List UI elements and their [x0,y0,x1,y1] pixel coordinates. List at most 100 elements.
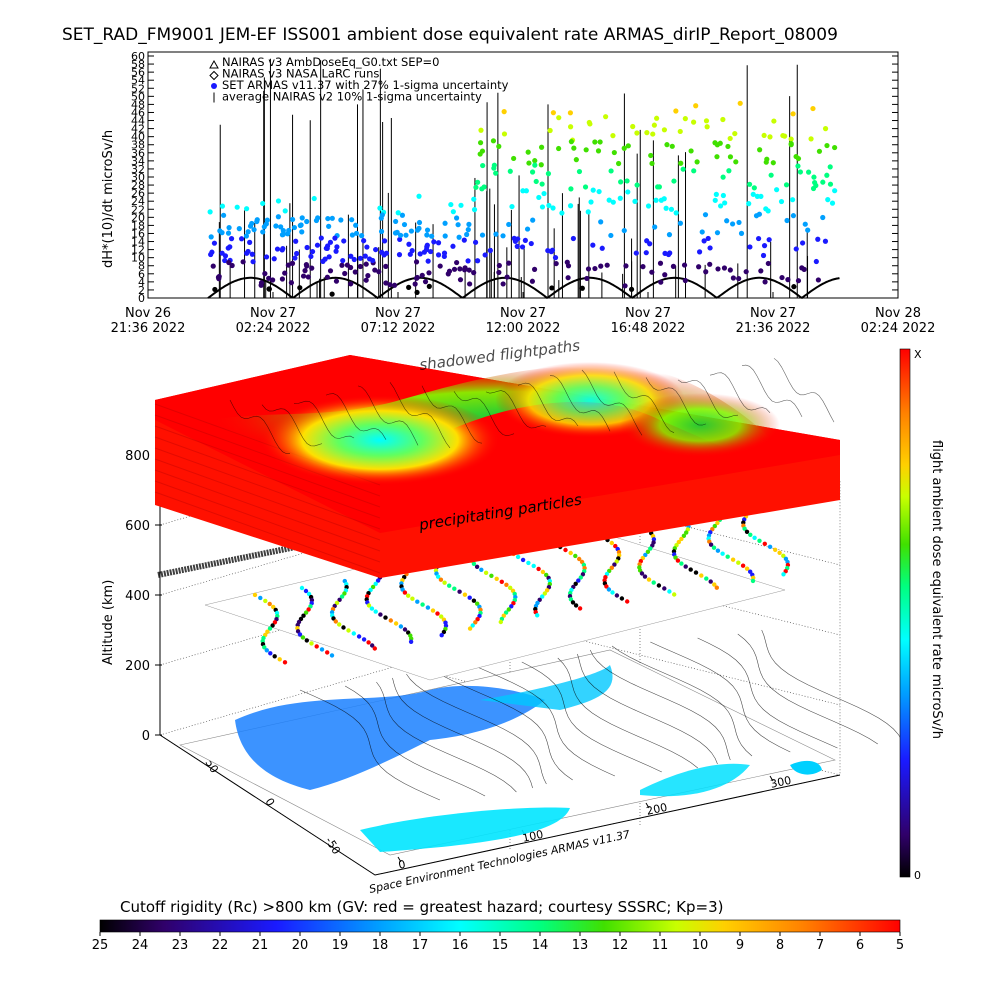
armas-point [829,200,836,206]
armas-point [757,147,763,153]
armas-point [820,179,826,185]
colorbar-tick-label: 5 [896,938,904,953]
armas-point [532,158,538,164]
armas-point [618,179,624,185]
armas-point [280,228,286,234]
armas-point [285,231,291,237]
armas-point [363,277,369,283]
x-tick-label-time: 21:36 2022 [111,321,186,336]
armas-point [567,203,574,209]
armas-point [714,142,720,148]
x-tick-label-time: 02:24 2022 [236,321,311,336]
armas-point [423,247,430,253]
right-colorbar-bottom: 0 [914,869,921,882]
armas-point [445,271,451,277]
armas-point [707,261,713,267]
armas-point [472,239,479,245]
armas-point [699,229,705,235]
armas-point [304,244,310,251]
armas-point [262,271,268,277]
armas-point [326,223,332,229]
armas-point [625,189,631,195]
bottom-colorbar: Cutoff rigidity (Rc) >800 km (GV: red = … [92,898,904,953]
legend-marker-triangle [209,59,219,69]
armas-point [682,277,688,284]
armas-point [282,270,288,276]
armas-point [611,149,617,156]
armas-point [730,275,736,281]
colorbar-tick-label: 11 [652,938,669,953]
armas-point [813,258,819,265]
armas-point [824,142,830,149]
armas-point [791,284,797,290]
armas-point [727,135,733,142]
armas-point [279,276,286,282]
armas-point [466,221,472,227]
armas-point [539,204,546,210]
armas-point [662,272,668,278]
armas-point [726,168,732,174]
armas-point [473,184,479,190]
y-tick-label: 42 [131,123,145,136]
armas-point [815,277,821,283]
armas-point [501,131,508,137]
armas-point [250,259,256,265]
armas-point [407,251,413,257]
armas-point [361,238,367,244]
armas-point [298,222,304,228]
z-tick-label: 200 [125,659,150,674]
armas-point [413,259,420,265]
armas-point [788,136,794,142]
armas-point [795,163,801,169]
armas-point [704,124,710,130]
armas-point [768,172,774,178]
armas-point [344,262,350,268]
armas-point [293,238,299,244]
y-tick-label: 56 [131,66,145,79]
armas-point [680,166,686,172]
y-tick-label: 48 [131,98,145,111]
armas-point [216,276,222,282]
armas-point [530,217,536,223]
armas-point [827,164,833,170]
armas-point [258,282,264,288]
armas-point [222,253,229,259]
colorbar-tick-label: 24 [132,938,149,953]
armas-point [643,250,649,256]
colorbar-tick-label: 21 [252,938,269,953]
armas-point [359,233,365,239]
armas-point [292,255,298,261]
armas-point [678,160,684,166]
armas-point [661,127,668,133]
armas-point [378,228,385,235]
armas-point [266,275,272,281]
z-tick-label: 400 [125,589,150,604]
armas-point [465,227,471,233]
armas-point [590,187,596,193]
armas-point [453,215,460,221]
legend-entry-label: NAIRAS v3 NASA LaRC runs [222,67,379,81]
armas-point [451,266,458,272]
legend-marker-dot [211,83,217,89]
armas-point [266,286,272,292]
armas-point [790,111,796,117]
armas-point [539,181,545,187]
right-colorbar-label: flight ambient dose equivalent rate micr… [929,440,944,739]
armas-point [585,209,591,215]
armas-point [260,229,266,235]
armas-point [784,217,790,224]
armas-point [545,171,552,177]
armas-point [763,206,769,212]
armas-point [714,230,721,236]
y-tick-label: 32 [131,163,145,176]
latitude-tick-label: -50 [322,835,343,857]
armas-point [648,152,654,159]
armas-point [529,169,536,175]
x-tick-label-date: Nov 27 [250,306,296,321]
armas-point [325,215,331,222]
armas-point [370,257,376,264]
armas-point [694,159,700,165]
armas-point [270,277,276,283]
